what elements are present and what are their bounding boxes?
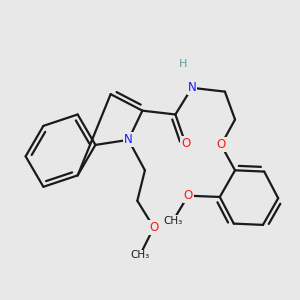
Text: O: O: [216, 138, 226, 152]
Text: O: O: [149, 221, 158, 234]
Text: H: H: [179, 59, 187, 69]
Text: CH₃: CH₃: [163, 216, 182, 226]
Text: N: N: [188, 81, 196, 94]
Text: N: N: [124, 133, 133, 146]
Text: CH₃: CH₃: [130, 250, 149, 260]
Text: O: O: [181, 137, 190, 150]
Text: O: O: [183, 189, 193, 202]
